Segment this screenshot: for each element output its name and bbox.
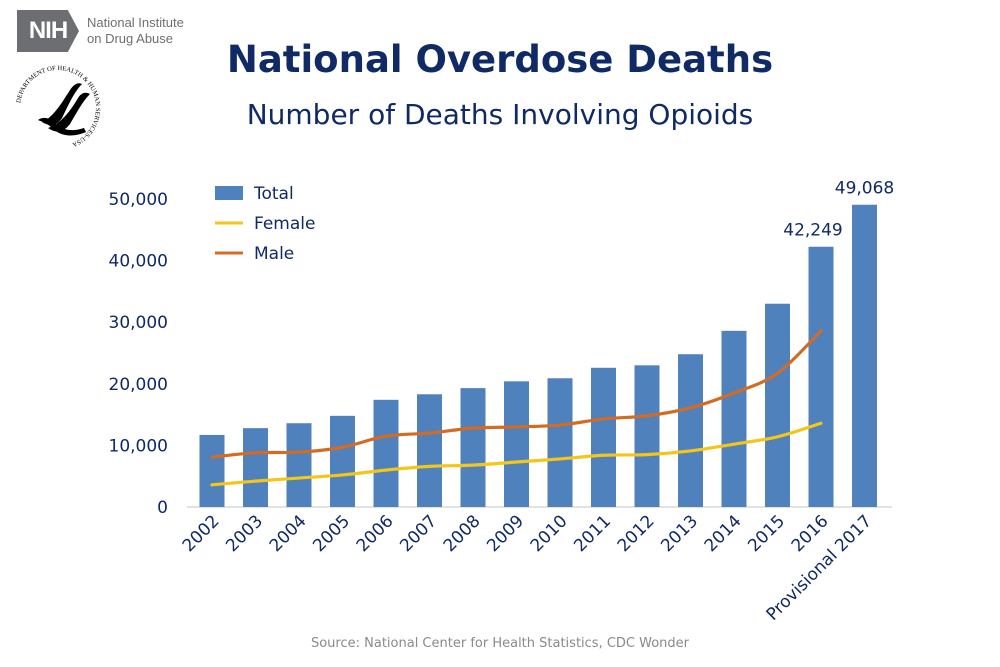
legend-label-female: Female — [254, 214, 315, 234]
x-tick-label: 2005 — [309, 511, 354, 556]
bar-total-provisional-2017 — [852, 204, 877, 507]
bar-total-2003 — [243, 428, 268, 507]
bar-total-2016 — [808, 246, 834, 507]
x-tick-label: 2003 — [222, 511, 267, 556]
x-tick-label: 2015 — [744, 511, 789, 556]
x-tick-label: 2012 — [614, 511, 659, 556]
y-tick-label: 50,000 — [109, 190, 168, 210]
bar-total-2012 — [634, 365, 660, 507]
data-label: 42,249 — [783, 221, 842, 241]
hhs-seal-logo: DEPARTMENT OF HEALTH & HUMAN SERVICES-US… — [15, 65, 101, 148]
bar-total-2013 — [678, 354, 703, 507]
x-tick-label: 2014 — [701, 511, 746, 556]
bar-total-2014 — [721, 330, 747, 507]
bar-total-2011 — [591, 367, 616, 507]
bar-total-2007 — [417, 394, 442, 507]
bar-total-2005 — [330, 415, 355, 507]
nih-institute-name: National Institute on Drug Abuse — [87, 15, 184, 47]
x-tick-label: 2002 — [179, 511, 224, 556]
y-tick-label: 30,000 — [109, 313, 168, 333]
bar-total-2008 — [460, 388, 486, 507]
nih-logo: NIH National Institute on Drug Abuse — [17, 10, 184, 52]
x-tick-label: 2006 — [353, 511, 398, 556]
chart-title: National Overdose Deaths — [226, 38, 774, 81]
nih-logo-mark: NIH — [17, 10, 79, 52]
bars — [199, 204, 877, 507]
bar-total-2015 — [765, 303, 790, 507]
x-tick-label: 2009 — [483, 511, 528, 556]
chart-subtitle: Number of Deaths Involving Opioids — [246, 98, 754, 131]
legend: Total Female Male — [215, 184, 315, 264]
y-tick-label: 10,000 — [109, 436, 168, 456]
y-tick-label: 0 — [157, 498, 168, 518]
x-tick-label: 2007 — [396, 511, 441, 556]
legend-label-male: Male — [254, 244, 294, 264]
y-tick-label: 20,000 — [109, 375, 168, 395]
line-female — [210, 421, 823, 487]
source-note: Source: National Center for Health Stati… — [310, 636, 690, 651]
x-tick-label: 2013 — [657, 511, 702, 556]
legend-swatch-total — [215, 186, 243, 200]
nih-institute-line2: on Drug Abuse — [87, 31, 174, 46]
bar-total-2006 — [373, 399, 399, 507]
x-axis-ticks: 2002200320042005200620072008200920102011… — [179, 511, 876, 624]
x-tick-label: 2008 — [440, 511, 485, 556]
bar-total-2002 — [199, 434, 225, 507]
x-tick-label: 2010 — [527, 511, 572, 556]
legend-label-total: Total — [253, 184, 294, 204]
y-axis-ticks: 0 10,000 20,000 30,000 40,000 50,000 — [109, 190, 168, 518]
data-labels: 42,249 49,068 — [783, 179, 894, 241]
y-tick-label: 40,000 — [109, 252, 168, 272]
x-tick-label: 2004 — [266, 511, 311, 556]
bar-total-2004 — [286, 423, 312, 507]
data-label: 49,068 — [835, 179, 894, 199]
line-male — [210, 329, 823, 459]
x-tick-label: 2011 — [570, 511, 615, 556]
nih-institute-line1: National Institute — [87, 15, 184, 30]
bar-total-2009 — [504, 381, 529, 507]
bar-total-2010 — [547, 378, 573, 507]
lines — [210, 329, 823, 487]
